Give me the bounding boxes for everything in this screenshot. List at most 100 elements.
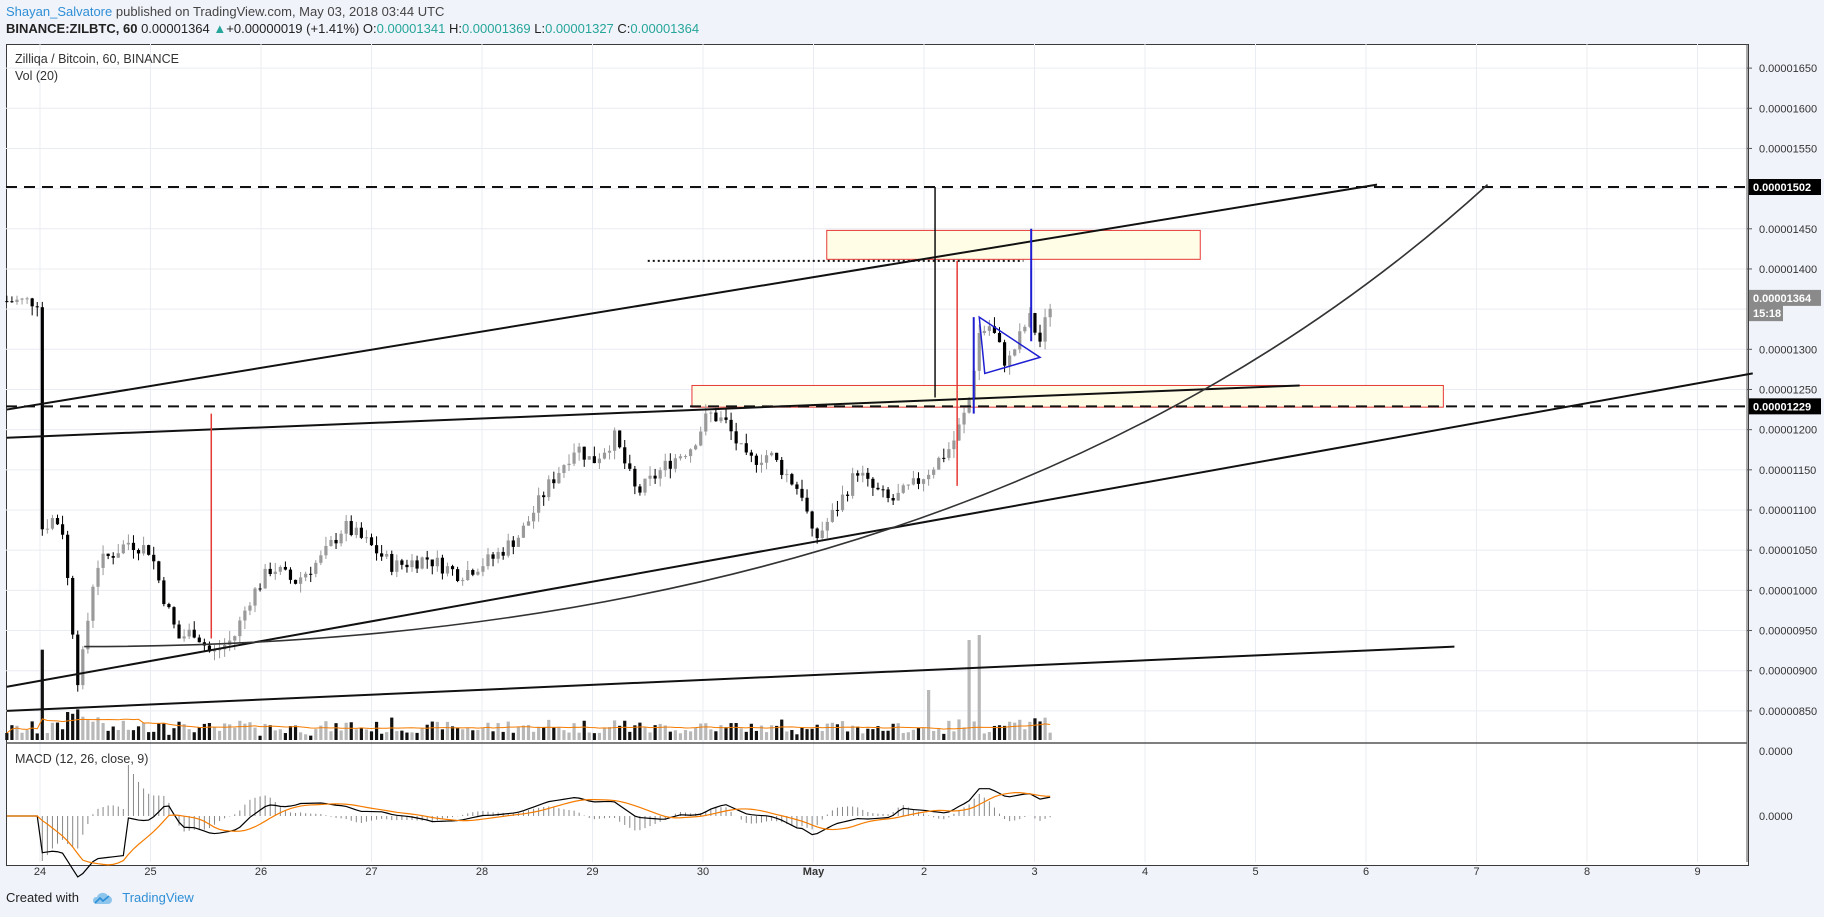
candle-body	[359, 527, 363, 538]
candle-body	[152, 554, 156, 562]
candle-body	[911, 478, 916, 485]
volume-bar	[197, 727, 201, 740]
volume-bar	[20, 732, 24, 740]
candle-body	[921, 479, 926, 484]
candle-body	[339, 533, 343, 544]
candle-body	[795, 484, 799, 489]
last-price: 0.00001364	[141, 21, 210, 36]
volume-bar	[116, 729, 120, 740]
time-axis-label: 26	[255, 866, 267, 878]
volume-bar	[481, 727, 485, 740]
volume-bar	[891, 723, 895, 740]
volume-bar	[258, 735, 262, 740]
candle-body	[55, 518, 60, 525]
volume-bar	[1008, 721, 1012, 740]
candle-body	[851, 473, 855, 496]
candle-body	[739, 443, 743, 445]
candle-body	[101, 553, 105, 568]
author-link[interactable]: Shayan_Salvatore	[6, 4, 113, 19]
candle-body	[5, 301, 9, 303]
candle-body	[309, 573, 313, 575]
candle-body	[557, 472, 561, 484]
time-axis-label: 29	[586, 866, 598, 878]
volume-bar	[121, 720, 125, 740]
time-axis-label: 6	[1363, 866, 1369, 878]
volume-bar	[430, 721, 434, 740]
candle-body	[881, 489, 885, 491]
price-tag-label: 0.00001364	[1753, 293, 1812, 305]
blue-triangle	[978, 315, 1042, 375]
candle-body	[268, 568, 272, 574]
candle-body	[547, 479, 551, 498]
candle-body	[997, 332, 1002, 343]
volume-bar	[344, 722, 348, 740]
candle-body	[638, 486, 642, 493]
volume-bar	[932, 730, 936, 740]
volume-bar	[1013, 722, 1017, 740]
volume-bar	[582, 720, 586, 740]
candle-body	[334, 539, 338, 544]
candle-body	[759, 462, 764, 465]
wedge-upper-line	[6, 384, 1300, 439]
volume-bar	[790, 729, 794, 740]
candle-body	[76, 634, 80, 686]
candle-body	[856, 473, 860, 476]
volume-bar	[840, 721, 845, 740]
candle-body	[658, 470, 662, 479]
candle-body	[957, 424, 961, 441]
volume-bar	[613, 720, 617, 740]
volume-bar	[673, 730, 677, 740]
candle-body	[147, 545, 151, 555]
candle-body	[91, 586, 95, 621]
volume-bar	[592, 733, 596, 740]
candle-body	[916, 478, 921, 484]
time-axis-label: 2	[921, 866, 927, 878]
price-tag-label: 0.00001229	[1753, 401, 1811, 413]
volume-bar	[602, 727, 607, 740]
candle-body	[932, 469, 936, 475]
candle-body	[207, 645, 212, 652]
candle-body	[592, 456, 596, 464]
macd-axis-label: 0.0000	[1759, 811, 1793, 823]
tradingview-link[interactable]: TradingView	[122, 890, 194, 905]
volume-bar	[248, 722, 252, 740]
candle-body	[942, 457, 946, 459]
volume-bar	[658, 723, 662, 740]
volume-bar	[212, 727, 217, 740]
volume-bar	[298, 732, 303, 740]
volume-bar	[192, 732, 196, 740]
candle-body	[440, 557, 445, 574]
candle-body	[572, 452, 576, 464]
time-axis-label: 25	[144, 866, 156, 878]
candle-body	[481, 566, 485, 572]
candle-body	[182, 636, 186, 639]
volume-bar	[967, 640, 971, 740]
price-axis-label: 0.00000900	[1759, 666, 1817, 678]
volume-bar	[15, 725, 19, 740]
candle-body	[1043, 317, 1047, 342]
candle-body	[876, 487, 880, 490]
volume-bar	[304, 734, 308, 740]
volume-bar	[101, 723, 105, 740]
volume-bar	[243, 723, 247, 740]
candle-body	[298, 577, 303, 584]
volume-bar	[466, 728, 470, 740]
volume-bar	[55, 722, 60, 740]
candle-body	[288, 569, 293, 580]
macd-pane-title: MACD (12, 26, close, 9)	[15, 752, 149, 766]
volume-bar	[643, 727, 647, 740]
volume-bar	[177, 721, 181, 740]
volume-bar	[856, 726, 860, 740]
candle-body	[385, 553, 389, 557]
candle-body	[126, 542, 130, 545]
price-axis-label: 0.00001300	[1759, 344, 1817, 356]
volume-bar	[1038, 721, 1042, 740]
volume-bar	[364, 729, 369, 740]
candle-body	[1023, 326, 1027, 332]
candle-body	[866, 472, 870, 479]
volume-bar	[253, 727, 257, 740]
price-axis-label: 0.00001400	[1759, 264, 1817, 276]
candle-body	[582, 446, 586, 460]
volume-bar	[339, 730, 343, 740]
